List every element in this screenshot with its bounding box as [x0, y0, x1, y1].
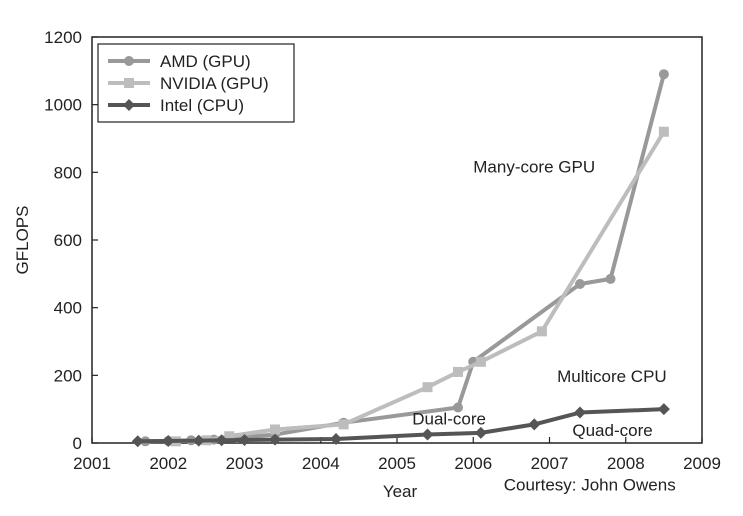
data-point [453, 366, 463, 377]
y-tick-label: 200 [54, 366, 82, 385]
legend-swatch-marker [124, 78, 134, 88]
legend-label: AMD (GPU) [160, 52, 251, 71]
x-tick-label: 2006 [454, 454, 492, 473]
data-point [475, 356, 486, 367]
y-tick-label: 0 [73, 434, 82, 453]
data-point [422, 382, 433, 393]
data-point [224, 431, 235, 442]
annotation-label: Quad-core [572, 421, 652, 440]
annotation-label: Dual-core [412, 409, 486, 428]
series-line [173, 129, 666, 444]
axes: 2001 2002 2003 2004 2005 2006 2007 2008 2009 0 200… [44, 28, 721, 473]
data-point [605, 273, 616, 284]
data-point [192, 434, 205, 447]
x-tick-label: 2002 [149, 454, 187, 473]
data-point [658, 126, 669, 137]
data-point [330, 432, 342, 445]
data-point [421, 428, 434, 441]
data-point [657, 403, 670, 416]
data-point [528, 418, 541, 431]
y-tick-label: 800 [54, 163, 82, 182]
data-point [453, 402, 463, 413]
data-point [658, 69, 669, 80]
annotation-label: Courtesy: John Owens [504, 475, 676, 494]
data-point [238, 433, 251, 446]
y-axis-title: GFLOPS [13, 206, 32, 275]
legend-label: NVIDIA (GPU) [160, 74, 269, 93]
x-tick-label: 2003 [226, 454, 264, 473]
data-point [338, 419, 349, 430]
y-tick-label: 1200 [44, 28, 82, 47]
legend-label: Intel (CPU) [160, 96, 244, 115]
x-tick-label: 2007 [531, 454, 569, 473]
y-tick-label: 400 [54, 299, 82, 318]
data-point [131, 435, 144, 448]
data-point [269, 433, 281, 446]
annotation-label: Many-core GPU [473, 157, 595, 176]
x-tick-label: 2005 [378, 454, 416, 473]
legend-swatch-marker [123, 99, 135, 111]
data-point [474, 426, 487, 439]
legend-swatch-marker [124, 56, 134, 66]
x-tick-label: 2009 [683, 454, 721, 473]
legend: AMD (GPU) NVIDIA (GPU) Intel (CPU) [97, 43, 295, 123]
y-tick-label: 1000 [44, 96, 82, 115]
x-tick-label: 2004 [302, 454, 340, 473]
data-point [574, 406, 586, 419]
series-circle [140, 69, 669, 447]
data-point [270, 424, 280, 435]
series-layer [131, 69, 670, 448]
x-tick-label: 2008 [607, 454, 645, 473]
x-axis-title: Year [383, 482, 418, 501]
series-diamond [131, 403, 670, 448]
y-tick-label: 600 [54, 231, 82, 250]
annotation-label: Multicore CPU [557, 367, 667, 386]
data-point [575, 278, 585, 289]
data-point [215, 434, 228, 447]
x-tick-label: 2001 [73, 454, 111, 473]
data-point [536, 326, 547, 337]
data-point [162, 434, 175, 447]
annotations: Many-core GPU Multicore CPU Dual-core Quad-… [412, 157, 675, 494]
